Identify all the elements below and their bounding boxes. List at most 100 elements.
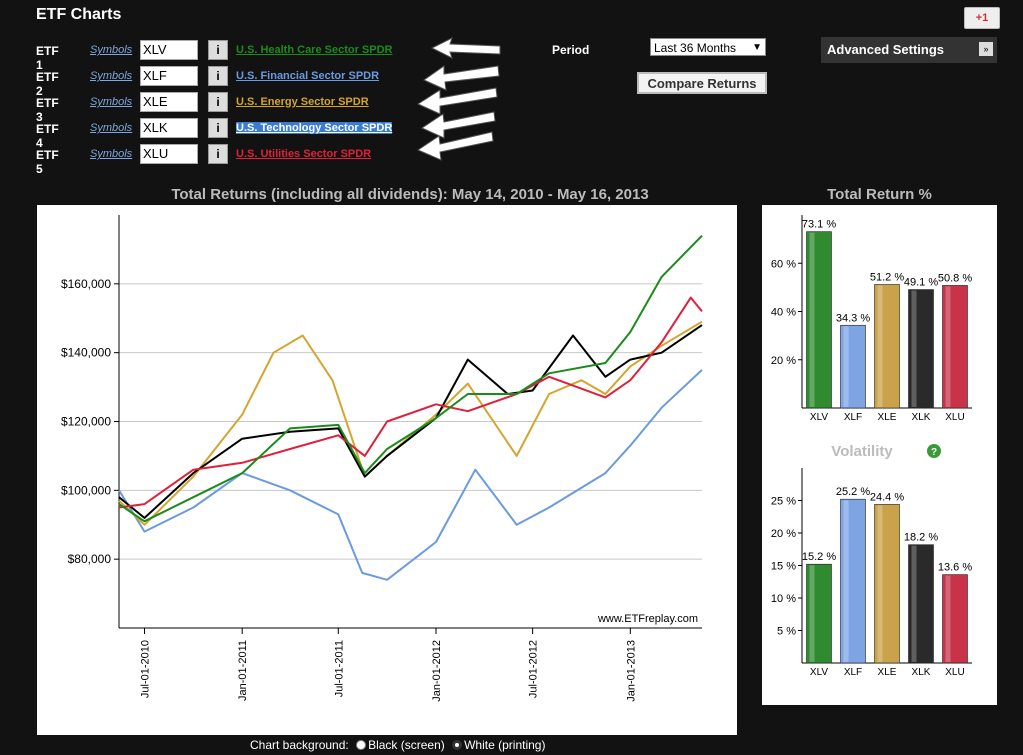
app-title: ETF Charts xyxy=(36,6,122,23)
bar-value-label: 25.2 % xyxy=(836,486,870,498)
y-tick-label: $120,000 xyxy=(61,415,111,429)
bar-value-label: 24.4 % xyxy=(870,491,904,503)
bar-category-label: XLV xyxy=(810,667,828,678)
info-button[interactable]: i xyxy=(208,66,228,86)
symbols-link[interactable]: Symbols xyxy=(90,44,133,56)
bar-xle xyxy=(874,284,900,409)
bar-highlight xyxy=(877,505,883,662)
bar-y-tick-label: 60 % xyxy=(771,258,796,270)
bar-xlk xyxy=(908,289,934,409)
info-button[interactable]: i xyxy=(208,40,228,60)
x-tick-label: Jul-01-2010 xyxy=(139,640,151,698)
bar-highlight xyxy=(911,290,917,407)
ticker-input[interactable]: XLU xyxy=(140,144,198,164)
x-tick-label: Jul-01-2012 xyxy=(528,640,540,698)
ticker-input[interactable]: XLV xyxy=(140,40,198,60)
series-line-xle xyxy=(118,320,703,526)
bar-highlight xyxy=(945,575,951,662)
symbols-link[interactable]: Symbols xyxy=(90,70,133,82)
bar-y-tick-label: 25 % xyxy=(771,496,796,508)
option-white-label: White (printing) xyxy=(464,738,546,752)
advanced-settings-toggle[interactable]: Advanced Settings » xyxy=(821,37,997,63)
etf-label: ETF 5 xyxy=(36,148,59,176)
ticker-input[interactable]: XLF xyxy=(140,66,198,86)
bar-highlight xyxy=(877,285,883,407)
chart-background-label: Chart background: xyxy=(250,738,349,752)
x-tick-label: Jan-01-2012 xyxy=(431,640,443,702)
bar-value-label: 73.1 % xyxy=(802,219,836,231)
bar-value-label: 13.6 % xyxy=(938,562,972,574)
bar-value-label: 15.2 % xyxy=(802,551,836,563)
bar-value-label: 49.1 % xyxy=(904,277,938,289)
bar-y-tick-label: 20 % xyxy=(771,528,796,540)
arrow-icon xyxy=(430,37,501,59)
radio-white[interactable] xyxy=(452,740,463,750)
bar-highlight xyxy=(945,286,951,407)
expand-icon: » xyxy=(979,42,993,56)
info-button[interactable]: i xyxy=(208,144,228,164)
etf-label: ETF 4 xyxy=(36,122,59,150)
bar-y-tick-label: 10 % xyxy=(771,593,796,605)
fund-name-link[interactable]: U.S. Technology Sector SPDR xyxy=(236,122,393,134)
bar-category-label: XLF xyxy=(844,412,862,423)
x-tick-label: Jan-01-2013 xyxy=(625,640,637,702)
symbols-link[interactable]: Symbols xyxy=(90,96,133,108)
bar-category-label: XLU xyxy=(945,412,964,423)
bar-xle xyxy=(874,504,900,664)
radio-black[interactable] xyxy=(356,740,367,750)
etf-label: ETF 1 xyxy=(36,44,59,72)
volatility-title: Volatility xyxy=(831,443,893,460)
x-tick-label: Jan-01-2011 xyxy=(237,640,249,701)
period-label: Period xyxy=(552,43,590,57)
bar-category-label: XLK xyxy=(912,667,931,678)
fund-name-link[interactable]: U.S. Utilities Sector SPDR xyxy=(236,148,372,160)
line-chart-title: Total Returns (including all dividends):… xyxy=(171,186,649,203)
series-line-xlv xyxy=(118,234,703,523)
y-tick-label: $100,000 xyxy=(61,483,111,497)
fund-name-link[interactable]: U.S. Health Care Sector SPDR xyxy=(236,44,393,56)
return-chart-title: Total Return % xyxy=(827,186,932,203)
y-tick-label: $80,000 xyxy=(68,552,112,566)
bar-highlight xyxy=(843,500,849,662)
fund-name-link[interactable]: U.S. Energy Sector SPDR xyxy=(236,96,369,108)
arrow-icon xyxy=(416,131,494,161)
fund-name-link[interactable]: U.S. Financial Sector SPDR xyxy=(236,70,380,82)
option-black-label: Black (screen) xyxy=(368,738,445,752)
info-button[interactable]: i xyxy=(208,118,228,138)
bar-y-tick-label: 15 % xyxy=(771,561,796,573)
bar-category-label: XLU xyxy=(945,667,964,678)
bar-xlu xyxy=(942,285,968,409)
bar-y-tick-label: 40 % xyxy=(771,307,796,319)
period-select[interactable]: Last 36 Months ▼ xyxy=(650,38,766,56)
symbols-link[interactable]: Symbols xyxy=(90,122,133,134)
bar-highlight xyxy=(911,545,917,662)
bar-xlu xyxy=(942,574,968,664)
bar-xlv xyxy=(806,563,832,664)
bar-value-label: 18.2 % xyxy=(904,532,938,544)
period-value: Last 36 Months xyxy=(654,41,737,55)
bar-category-label: XLV xyxy=(810,412,828,423)
bar-y-tick-label: 5 % xyxy=(777,626,796,638)
symbols-link[interactable]: Symbols xyxy=(90,148,133,160)
bar-xlv xyxy=(806,231,832,409)
advanced-settings-label: Advanced Settings xyxy=(827,42,945,57)
ticker-input[interactable]: XLK xyxy=(140,118,198,138)
help-icon[interactable] xyxy=(927,444,941,458)
etf-label: ETF 3 xyxy=(36,96,59,124)
arrow-icon xyxy=(416,87,498,115)
y-tick-label: $140,000 xyxy=(61,346,111,360)
bar-category-label: XLF xyxy=(844,667,862,678)
compare-returns-button[interactable]: Compare Returns xyxy=(637,72,767,94)
bar-xlf xyxy=(840,498,866,664)
line-chart-panel: $80,000 $100,000 $120,000 $140,000 $160,000 J… xyxy=(37,205,737,735)
bar-panel: 20 % 40 % 60 % 73.1 % XLV 34.3 % XLF 51.2 % XLE 4… xyxy=(762,205,997,705)
info-button[interactable]: i xyxy=(208,92,228,112)
help-icon-glyph: ? xyxy=(931,447,937,458)
ticker-input[interactable]: XLE xyxy=(140,92,198,112)
bar-category-label: XLE xyxy=(878,412,897,423)
google-plus-button[interactable]: +1 xyxy=(964,7,1000,29)
chart-background-options: Chart background: Black (screen) White (… xyxy=(250,738,545,752)
bar-value-label: 51.2 % xyxy=(870,271,904,283)
series-line-xlu xyxy=(118,296,703,509)
bar-category-label: XLE xyxy=(878,667,897,678)
